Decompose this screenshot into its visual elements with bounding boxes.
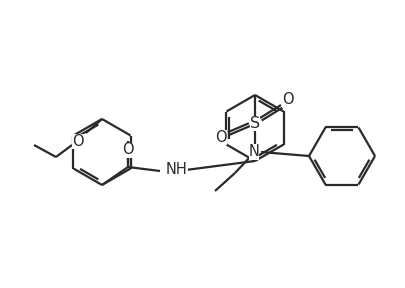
Text: O: O xyxy=(122,143,134,158)
Text: S: S xyxy=(249,115,260,130)
Text: NH: NH xyxy=(166,162,187,177)
Text: O: O xyxy=(281,92,293,107)
Text: N: N xyxy=(248,145,259,160)
Text: O: O xyxy=(72,134,83,149)
Text: O: O xyxy=(215,130,226,145)
